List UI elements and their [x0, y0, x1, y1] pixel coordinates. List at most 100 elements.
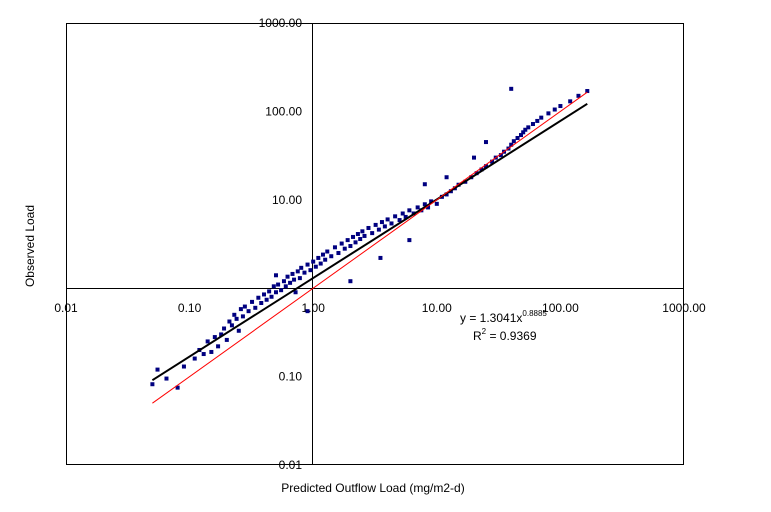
data-point: [297, 276, 302, 281]
data-points: [150, 86, 590, 390]
data-point: [205, 339, 210, 344]
data-point: [320, 252, 325, 257]
regression-line: [151, 102, 588, 382]
x-tick-label: 1000.00: [662, 301, 706, 315]
data-point: [389, 221, 394, 226]
data-point: [351, 234, 356, 239]
data-point: [305, 309, 310, 314]
data-point: [407, 208, 412, 213]
data-point: [515, 136, 520, 141]
data-point: [150, 382, 155, 387]
r-squared-exponent: 2: [482, 327, 487, 336]
y-tick-label: 10.00: [272, 193, 302, 207]
data-point: [490, 159, 495, 164]
data-point: [342, 246, 347, 251]
data-point: [521, 130, 526, 135]
x-tick-label: 10.00: [422, 301, 452, 315]
data-point: [246, 309, 251, 314]
data-point: [229, 323, 234, 328]
data-point: [509, 86, 514, 91]
data-point: [348, 279, 353, 284]
data-point: [259, 301, 264, 306]
data-point: [535, 118, 540, 123]
data-point: [267, 289, 272, 294]
data-point: [523, 127, 528, 132]
data-point: [283, 284, 288, 289]
data-point: [585, 89, 590, 94]
data-point: [285, 274, 290, 279]
regression-equation: y = 1.3041x0.8885: [460, 309, 547, 325]
data-point: [250, 299, 255, 304]
data-point: [234, 316, 239, 321]
data-point: [242, 304, 247, 309]
data-point: [379, 220, 384, 225]
data-point: [434, 201, 439, 206]
data-point: [273, 290, 278, 295]
data-point: [227, 319, 232, 324]
x-tick-labels: 0.01 0.10 1.00 10.00 100.00 1000.00: [54, 301, 706, 315]
data-point: [232, 312, 237, 317]
data-point: [253, 305, 258, 310]
data-point: [288, 280, 293, 285]
r-squared: R2 = 0.9369: [473, 327, 537, 343]
data-point: [378, 255, 383, 260]
data-point: [393, 214, 398, 219]
data-point: [483, 140, 488, 145]
data-point: [273, 273, 278, 278]
data-point: [325, 249, 330, 254]
data-point: [498, 153, 503, 158]
data-point: [385, 217, 390, 222]
data-point: [568, 99, 573, 104]
data-point: [345, 238, 350, 243]
data-point: [415, 205, 420, 210]
data-point: [316, 255, 321, 260]
fit-lines: [151, 91, 588, 404]
data-point: [422, 202, 427, 207]
x-tick-label: 100.00: [542, 301, 579, 315]
data-point: [426, 205, 431, 210]
data-point: [292, 277, 297, 282]
data-point: [576, 93, 581, 98]
equation-text: y = 1.3041x: [460, 311, 522, 325]
y-tick-label: 100.00: [265, 104, 302, 118]
data-point: [238, 307, 243, 312]
r-squared-value: = 0.9369: [486, 329, 537, 343]
data-point: [308, 268, 313, 273]
data-point: [290, 271, 295, 276]
data-point: [262, 292, 267, 297]
data-point: [175, 385, 180, 390]
data-point: [281, 279, 286, 284]
data-point: [373, 222, 378, 227]
data-point: [279, 288, 284, 293]
data-point: [264, 297, 269, 302]
data-point: [397, 218, 402, 223]
data-point: [360, 229, 365, 234]
one-to-one-line: [152, 91, 588, 404]
data-point: [530, 122, 535, 127]
x-tick-label: 0.10: [178, 301, 202, 315]
data-point: [329, 254, 334, 259]
data-point: [240, 314, 245, 319]
data-point: [236, 328, 241, 333]
data-point: [209, 349, 214, 354]
data-point: [348, 244, 353, 249]
data-point: [511, 139, 516, 144]
data-point: [271, 284, 276, 289]
y-tick-label: 0.10: [279, 370, 303, 384]
data-point: [472, 155, 477, 160]
r-squared-symbol: R: [473, 329, 482, 343]
data-point: [311, 259, 316, 264]
y-axis-title: Observed Load: [23, 205, 37, 287]
data-point: [509, 142, 514, 147]
x-axis-title: Predicted Outflow Load (mg/m2-d): [281, 481, 464, 495]
data-point: [192, 356, 197, 361]
data-point: [313, 264, 318, 269]
data-point: [276, 282, 281, 287]
x-tick-label: 0.01: [54, 301, 78, 315]
data-point: [526, 125, 531, 130]
data-point: [382, 224, 387, 229]
data-point: [293, 290, 298, 295]
data-point: [353, 240, 358, 245]
data-point: [332, 245, 337, 250]
